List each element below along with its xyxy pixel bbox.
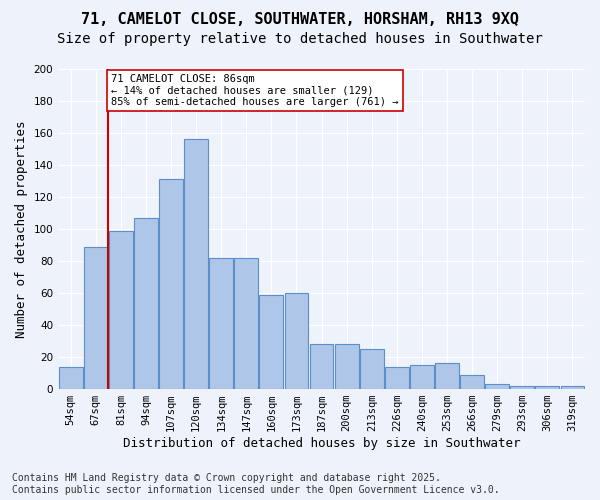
Bar [435,364,459,389]
X-axis label: Distribution of detached houses by size in Southwater: Distribution of detached houses by size … [123,437,520,450]
Bar [560,386,584,389]
Bar [310,344,334,389]
Bar [109,230,133,389]
Y-axis label: Number of detached properties: Number of detached properties [15,120,28,338]
Bar [360,349,383,389]
Text: Size of property relative to detached houses in Southwater: Size of property relative to detached ho… [57,32,543,46]
Bar [259,294,283,389]
Bar [159,180,183,389]
Bar [385,366,409,389]
Bar [134,218,158,389]
Text: 71, CAMELOT CLOSE, SOUTHWATER, HORSHAM, RH13 9XQ: 71, CAMELOT CLOSE, SOUTHWATER, HORSHAM, … [81,12,519,28]
Bar [235,258,258,389]
Bar [284,293,308,389]
Text: 71 CAMELOT CLOSE: 86sqm
← 14% of detached houses are smaller (129)
85% of semi-d: 71 CAMELOT CLOSE: 86sqm ← 14% of detache… [111,74,398,107]
Bar [59,366,83,389]
Bar [460,374,484,389]
Bar [485,384,509,389]
Bar [84,246,108,389]
Text: Contains HM Land Registry data © Crown copyright and database right 2025.
Contai: Contains HM Land Registry data © Crown c… [12,474,500,495]
Bar [335,344,359,389]
Bar [535,386,559,389]
Bar [209,258,233,389]
Bar [410,365,434,389]
Bar [184,140,208,389]
Bar [511,386,534,389]
